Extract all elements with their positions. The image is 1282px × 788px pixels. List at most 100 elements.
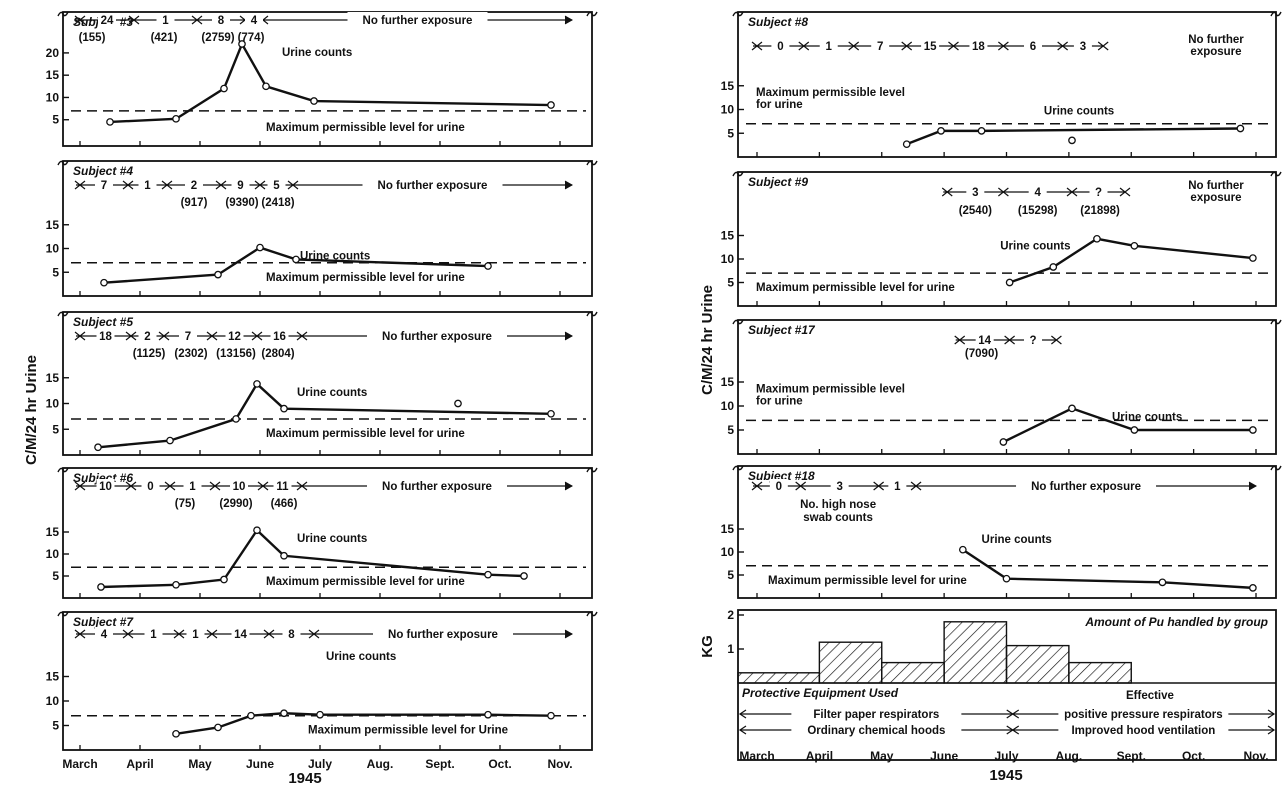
month-label-right: March <box>739 749 774 763</box>
panel-s18-series-line <box>962 548 1253 590</box>
pu-bar <box>881 661 945 684</box>
panel-s18-exposure-bracket <box>873 481 885 491</box>
panel-s6-exposure-paren: (466) <box>271 498 298 510</box>
panel-s18-exposure-label-bg <box>830 479 849 492</box>
panel-s9-series-label: Urine counts <box>1000 241 1070 253</box>
panel-s17-data-point <box>999 438 1008 446</box>
panel-s7-no-exposure-bg <box>373 626 513 640</box>
panel-s4-exposure-paren: (2418) <box>261 197 294 209</box>
panel-s9-break-left-mark <box>732 171 744 177</box>
panel-s4-exposure-paren: (917) <box>181 197 208 209</box>
panel-s8-max-level-label-line1: Maximum permissible level <box>756 87 905 99</box>
panel-s18-y-tick-label: 15 <box>721 522 735 536</box>
panel-s8-break-left-mark <box>732 11 744 17</box>
panel-s17-exposure-bracket <box>1051 335 1062 345</box>
pu-frame <box>737 609 1277 761</box>
panel-s17-series-line <box>1002 407 1253 444</box>
month-label-right: June <box>930 749 958 763</box>
panel-s5-y-tick-label: 15 <box>46 371 60 385</box>
panel-s5-exposure-label-bg <box>270 329 289 342</box>
panel-s4-y-tick-label: 10 <box>46 242 60 256</box>
panel-s3-y-tick-label: 10 <box>46 90 60 104</box>
panel-s5: 5 10 15 Subject #5 18 2 7 12 16 No further exposu… <box>46 311 598 456</box>
panel-s5-exposure-bracket <box>251 331 263 341</box>
panel-s9-data-point <box>1049 263 1058 271</box>
panel-s9-max-level-label: Maximum permissible level for urine <box>756 282 955 294</box>
panel-s9-exposure-paren: (21898) <box>1080 205 1120 217</box>
panel-s9-exposure-label-bg <box>1089 185 1108 198</box>
panel-s3-exposure-paren: (155) <box>79 32 106 44</box>
panel-s8-exposure-label-bg <box>771 39 790 52</box>
panel-s5-data-point <box>232 415 240 423</box>
month-label-right: Nov. <box>1243 749 1268 763</box>
panel-s6-frame <box>62 467 593 599</box>
panel-s4-no-exposure-label: No further exposure <box>378 180 488 192</box>
panel-s3-exposure-label-bg <box>245 13 263 26</box>
panel-s6-exposure-bracket <box>164 481 176 491</box>
panel-s3-frame <box>62 11 593 147</box>
panel-s8-exposure-label-bg <box>969 39 988 52</box>
panel-s4-exposure-label: 5 <box>273 180 280 192</box>
panel-s7-frame <box>62 611 593 751</box>
panel-s8-data-point <box>937 127 945 135</box>
panel-s3-break-right-mark <box>586 11 598 17</box>
panel-s18-y-tick-label: 10 <box>721 545 735 559</box>
panel-s8-exposure-bracket <box>798 41 810 51</box>
panel-s18-exposure-label-bg <box>888 479 907 492</box>
pu-positive-respirators-arrows <box>1011 709 1276 719</box>
panel-s5-exposure-paren: (1125) <box>133 348 166 360</box>
month-label-left: Oct. <box>488 757 511 771</box>
panel-s6-exposure-label-bg <box>273 479 292 492</box>
panel-s17-series-label: Urine counts <box>1112 411 1182 423</box>
panel-s5-data-point <box>166 436 174 445</box>
panel-s6-exposure-label-bg <box>141 479 160 492</box>
panel-s7-exposure-label-bg <box>95 627 113 640</box>
panel-s18-exposure-label-bg <box>769 479 788 492</box>
pu-filter-respirators-bg <box>791 707 962 720</box>
panel-s4: 5 10 15 Subject #4 7 1 2 9 5 No further exposure (… <box>46 160 598 297</box>
panel-s8-exposure-bracket <box>1097 41 1109 51</box>
panel-s6-data-point <box>220 575 228 584</box>
panel-s18-y-tick-label: 5 <box>727 568 734 582</box>
panel-s18-no-exposure-arrow <box>1248 481 1258 491</box>
panel-s9-break-right-mark <box>1270 171 1282 177</box>
panel-s4-exposure-label: 1 <box>144 180 151 192</box>
panel-s8-end-note-line1: No further <box>1188 34 1244 46</box>
panel-s18-data-point <box>1002 574 1011 583</box>
panel-s6-data-point <box>97 583 105 591</box>
panel-s17-break-left-mark <box>732 319 744 325</box>
panel-s5-data-point <box>253 380 261 388</box>
panel-s4-subject-label: Subject #4 <box>73 164 133 178</box>
panel-s3-no-exposure-bg <box>347 12 488 26</box>
panel-s7-no-exposure-arrow <box>564 629 574 639</box>
panel-s4-data-point <box>484 262 492 270</box>
panel-s17-data-point <box>1068 404 1076 413</box>
panel-s3-exposure-label: 8 <box>218 15 225 27</box>
panel-s9-exposure-label: 3 <box>972 187 978 199</box>
panel-s6-exposure-bracket <box>209 481 221 491</box>
panel-s4-y-tick-label: 15 <box>46 218 60 232</box>
panel-s3-data-point <box>220 84 228 93</box>
panel-s7-exposure-bracket <box>263 629 275 639</box>
panel-s8-data-point <box>1236 124 1245 133</box>
panel-s3-break-left-mark <box>57 11 69 17</box>
panel-s7-data-point <box>484 710 492 719</box>
panel-s4-exposure-label-bg <box>231 178 250 191</box>
pu-bar <box>1068 661 1132 684</box>
panel-s5-exposure-label: 18 <box>99 331 112 343</box>
panel-s4-break-right-mark <box>586 160 598 166</box>
panel-s8-exposure-bracket <box>998 41 1009 51</box>
panel-s8-max-level-label-line2: for urine <box>756 99 803 111</box>
panel-s5-no-exposure-bg <box>367 328 507 342</box>
panel-s7-break-right-mark <box>586 611 598 617</box>
panel-s17: 5 10 15 Subject #17 14 ? (7090) Maximum permiss… <box>721 319 1282 455</box>
month-label-right: July <box>994 749 1018 763</box>
panel-s4-exposure-paren: (9390) <box>225 197 258 209</box>
panel-s6-exposure-label: 1 <box>189 481 196 493</box>
panel-s8-exposure-label-bg <box>1024 39 1043 52</box>
pu-improved-ventilation-label: Improved hood ventilation <box>1071 725 1215 737</box>
panel-s3-y-tick-label: 20 <box>46 46 60 60</box>
